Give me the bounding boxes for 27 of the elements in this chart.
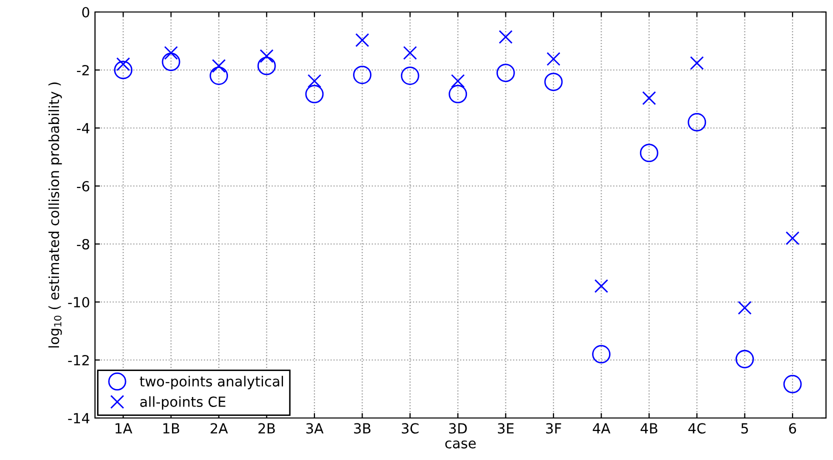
y-tick-label: -6 xyxy=(76,180,90,192)
y-tick-label: -4 xyxy=(76,123,90,134)
x-tick-label: 3A xyxy=(306,423,324,434)
x-tick-label: 2B xyxy=(258,423,275,434)
x-tick-label: 4C xyxy=(688,423,706,434)
x-tick-label: 1B xyxy=(163,423,180,434)
y-tick-label: -10 xyxy=(68,296,90,308)
y-tick-label: -8 xyxy=(76,238,90,250)
x-tick-label: 3E xyxy=(498,423,514,434)
x-tick-label: 5 xyxy=(741,423,748,434)
x-axis-title: case xyxy=(445,440,476,448)
x-tick-label: 1A xyxy=(116,423,132,434)
x-tick-label: 2A xyxy=(210,423,228,434)
legend-label: all-points CE xyxy=(140,396,226,410)
y-tick-label: 0 xyxy=(82,6,90,18)
x-tick-label: 3F xyxy=(546,423,562,434)
x-tick-label: 3B xyxy=(354,423,370,434)
y-axis-title: log$_{10}$ ( estimated collision probability ) xyxy=(48,82,62,348)
x-tick-label: 4B xyxy=(640,423,658,434)
x-tick-label: 3D xyxy=(449,423,467,434)
x-tick-label: 3C xyxy=(402,423,419,434)
x-tick-label: 4A xyxy=(592,423,610,434)
y-tick-label: -14 xyxy=(68,413,90,424)
y-tick-label: -2 xyxy=(76,64,89,76)
x-tick-label: 6 xyxy=(789,423,796,434)
legend-label: two-points analytical xyxy=(140,376,283,390)
y-tick-label: -12 xyxy=(68,354,89,366)
